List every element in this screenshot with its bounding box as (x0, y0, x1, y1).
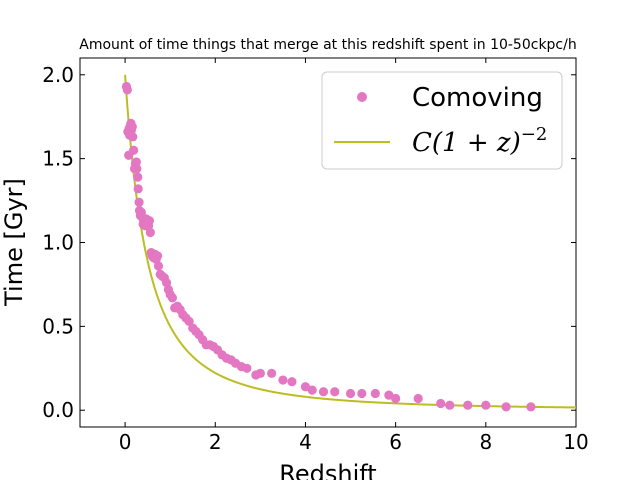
data-point (481, 400, 491, 410)
x-tick-label: 2 (209, 430, 222, 454)
legend-marker-comoving (357, 92, 367, 102)
fit-curve (124, 74, 577, 409)
data-point (267, 368, 277, 378)
y-tick-label: 0.0 (42, 398, 74, 422)
x-axis-ticks: 0 2 4 6 8 10 (119, 58, 589, 454)
fit-curve-line (124, 74, 577, 409)
data-point (436, 398, 446, 409)
data-point (131, 157, 141, 167)
legend-box (321, 71, 563, 170)
data-point (501, 402, 511, 412)
scatter-points (121, 81, 536, 412)
chart-title: Amount of time things that merge at this… (79, 37, 576, 53)
y-tick-label: 0.5 (42, 314, 74, 338)
data-point (345, 388, 356, 399)
x-axis-label: Redshift (279, 460, 376, 480)
data-point (152, 251, 163, 261)
data-point (526, 402, 536, 412)
data-point (391, 393, 401, 404)
legend-label-fit: C(1 + z)−2 (412, 124, 547, 158)
x-tick-label: 8 (479, 430, 492, 454)
x-tick-label: 4 (299, 430, 312, 454)
y-axis-ticks: 0.0 0.5 1.0 1.5 2.0 (42, 63, 576, 422)
legend: Comoving C(1 + z)−2 (321, 71, 563, 170)
data-point (128, 132, 138, 142)
y-tick-label: 1.0 (42, 231, 74, 255)
x-tick-label: 6 (389, 430, 402, 454)
data-point (134, 197, 144, 207)
data-point (445, 400, 455, 410)
data-point (132, 164, 142, 174)
data-point (242, 363, 252, 373)
data-point (167, 293, 178, 303)
data-point (278, 375, 288, 385)
data-point (144, 216, 155, 226)
data-point (129, 145, 139, 155)
y-tick-label: 1.5 (42, 147, 74, 171)
data-point (184, 316, 194, 326)
legend-label-fit-exponent: −2 (521, 124, 548, 145)
data-point (133, 172, 143, 182)
x-tick-label: 10 (563, 430, 588, 454)
data-point (463, 400, 473, 410)
data-point (307, 385, 317, 395)
data-point (153, 261, 164, 271)
data-point (145, 227, 155, 238)
data-point (133, 184, 143, 194)
y-axis-label: Time [Gyr] (0, 178, 28, 307)
legend-label-comoving: Comoving (412, 83, 543, 113)
data-point (127, 122, 137, 132)
y-tick-label: 2.0 (42, 63, 74, 87)
plot-area: 0 2 4 6 8 10 0.0 0.5 1.0 1.5 2.0 (42, 57, 589, 454)
data-point (318, 387, 329, 397)
data-point (122, 85, 132, 95)
data-point (255, 368, 265, 378)
x-tick-label: 0 (119, 430, 132, 454)
data-point (370, 388, 380, 399)
data-point (357, 388, 367, 399)
data-point (330, 387, 340, 397)
data-point (413, 393, 423, 404)
data-point (287, 377, 297, 387)
legend-label-fit-base: C(1 + z) (412, 128, 521, 158)
